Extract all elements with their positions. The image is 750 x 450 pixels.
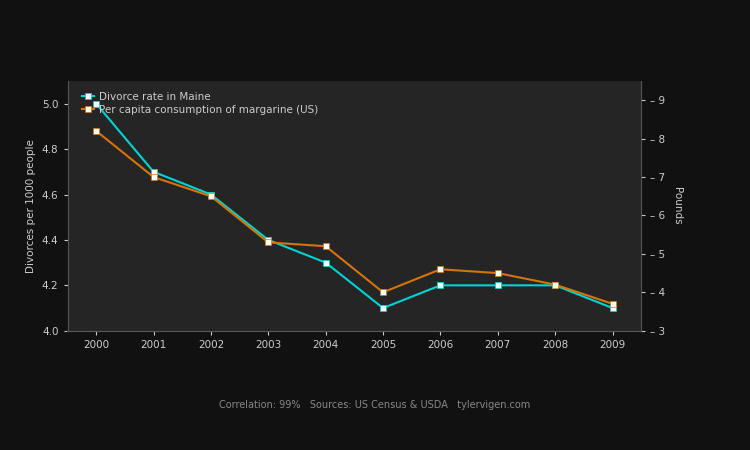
Per capita consumption of margarine (US) — [206, 194, 215, 199]
Divorce rate in Maine — [550, 283, 560, 288]
Divorce rate in Maine — [436, 283, 445, 288]
Y-axis label: Pounds: Pounds — [672, 187, 682, 225]
Per capita consumption of margarine (US) — [321, 243, 330, 249]
Per capita consumption of margarine (US) — [92, 128, 100, 134]
Per capita consumption of margarine (US) — [550, 282, 560, 288]
Divorce rate in Maine — [608, 306, 617, 311]
Divorce rate in Maine — [206, 192, 215, 197]
Per capita consumption of margarine (US) — [494, 270, 502, 276]
Divorce rate in Maine — [321, 260, 330, 265]
Per capita consumption of margarine (US) — [608, 301, 617, 306]
Per capita consumption of margarine (US) — [149, 174, 158, 180]
Per capita consumption of margarine (US) — [436, 266, 445, 272]
Line: Divorce rate in Maine: Divorce rate in Maine — [94, 101, 615, 311]
Per capita consumption of margarine (US) — [264, 240, 273, 245]
Divorce rate in Maine — [494, 283, 502, 288]
Text: Correlation: 99%   Sources: US Census & USDA   tylervigen.com: Correlation: 99% Sources: US Census & US… — [219, 400, 531, 410]
Per capita consumption of margarine (US) — [379, 290, 388, 295]
Y-axis label: Divorces per 1000 people: Divorces per 1000 people — [26, 139, 36, 273]
Divorce rate in Maine — [379, 306, 388, 311]
Divorce rate in Maine — [149, 169, 158, 175]
Line: Per capita consumption of margarine (US): Per capita consumption of margarine (US) — [94, 128, 615, 306]
Divorce rate in Maine — [264, 237, 273, 243]
Legend: Divorce rate in Maine, Per capita consumption of margarine (US): Divorce rate in Maine, Per capita consum… — [79, 89, 322, 118]
Divorce rate in Maine — [92, 101, 100, 106]
